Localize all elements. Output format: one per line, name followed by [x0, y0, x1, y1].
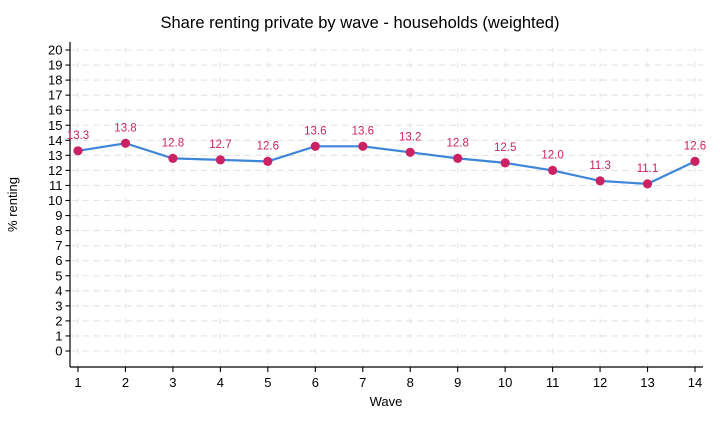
- y-tick-label: 12: [48, 163, 62, 178]
- x-tick-label: 7: [359, 375, 366, 390]
- y-axis-title: % renting: [5, 177, 20, 232]
- data-point-label: 12.8: [162, 137, 184, 149]
- gridlines: [71, 42, 703, 366]
- x-tick-label: 8: [407, 375, 414, 390]
- chart-title: Share renting private by wave - househol…: [161, 14, 560, 32]
- data-point-label: 11.3: [589, 160, 611, 172]
- x-tick-label: 9: [454, 375, 461, 390]
- x-tick-label: 13: [640, 375, 654, 390]
- data-point: [73, 146, 83, 156]
- x-tick-label: 12: [593, 375, 607, 390]
- data-point-label: 12.6: [684, 140, 706, 152]
- x-tick-label: 10: [498, 375, 512, 390]
- x-axis-title: Wave: [370, 394, 403, 409]
- y-tick-label: 7: [55, 238, 62, 253]
- x-tick-label: 5: [264, 375, 271, 390]
- y-tick-label: 4: [55, 283, 62, 298]
- x-tick-label: 6: [312, 375, 319, 390]
- data-point: [690, 156, 700, 166]
- series-line: [76, 142, 697, 185]
- data-point-labels: 13.3 13.8 12.8 12.7 12.6 13.6 13.6 13.2 12.8 12.5…: [67, 122, 706, 175]
- data-point: [500, 158, 510, 168]
- y-tick-label: 10: [48, 193, 62, 208]
- data-point: [263, 156, 273, 166]
- x-tick-label: 1: [74, 375, 81, 390]
- axes: [65, 42, 703, 372]
- data-point-label: 12.7: [209, 139, 231, 151]
- x-tick-label: 3: [169, 375, 176, 390]
- data-point: [168, 153, 178, 163]
- y-tick-label: 11: [49, 178, 63, 193]
- data-point: [595, 176, 605, 186]
- data-point-label: 12.0: [541, 149, 563, 161]
- data-point-label: 11.1: [637, 163, 659, 175]
- data-point: [405, 147, 415, 157]
- data-point: [310, 141, 320, 151]
- y-tick-label: 15: [48, 118, 62, 133]
- x-tick-label: 11: [546, 375, 560, 390]
- data-point-label: 13.2: [399, 131, 421, 143]
- data-point-label: 12.5: [494, 142, 516, 154]
- data-point-label: 12.8: [447, 137, 469, 149]
- y-tick-label: 18: [48, 73, 62, 88]
- data-series: [73, 138, 700, 189]
- data-point: [120, 138, 131, 148]
- y-tick-label: 2: [55, 313, 62, 328]
- data-point-label: 12.6: [257, 140, 279, 152]
- data-point-label: 13.3: [67, 130, 89, 142]
- data-point: [453, 153, 463, 163]
- y-tick-label: 1: [55, 328, 62, 343]
- data-point-label: 13.6: [304, 125, 326, 137]
- data-point: [358, 141, 368, 151]
- y-tick-label: 14: [48, 133, 62, 148]
- x-tick-label: 4: [217, 375, 224, 390]
- y-tick-label: 3: [55, 298, 62, 313]
- y-tick-label: 16: [48, 103, 62, 118]
- y-tick-label: 8: [55, 223, 62, 238]
- y-tick-label: 20: [48, 43, 62, 58]
- data-point: [215, 155, 225, 165]
- y-tick-label: 0: [55, 344, 62, 359]
- y-tick-label: 6: [55, 253, 62, 268]
- y-tick-label: 9: [55, 208, 62, 223]
- y-tick-label: 19: [48, 58, 62, 73]
- y-tick-label: 17: [48, 88, 62, 103]
- data-point: [548, 165, 558, 175]
- x-tick-label: 2: [122, 375, 129, 390]
- data-point-label: 13.6: [352, 125, 374, 137]
- x-tick-label: 14: [688, 375, 702, 390]
- data-point-label: 13.8: [114, 122, 136, 134]
- y-tick-label: 13: [48, 148, 62, 163]
- data-point: [642, 179, 653, 189]
- y-tick-label: 5: [55, 268, 62, 283]
